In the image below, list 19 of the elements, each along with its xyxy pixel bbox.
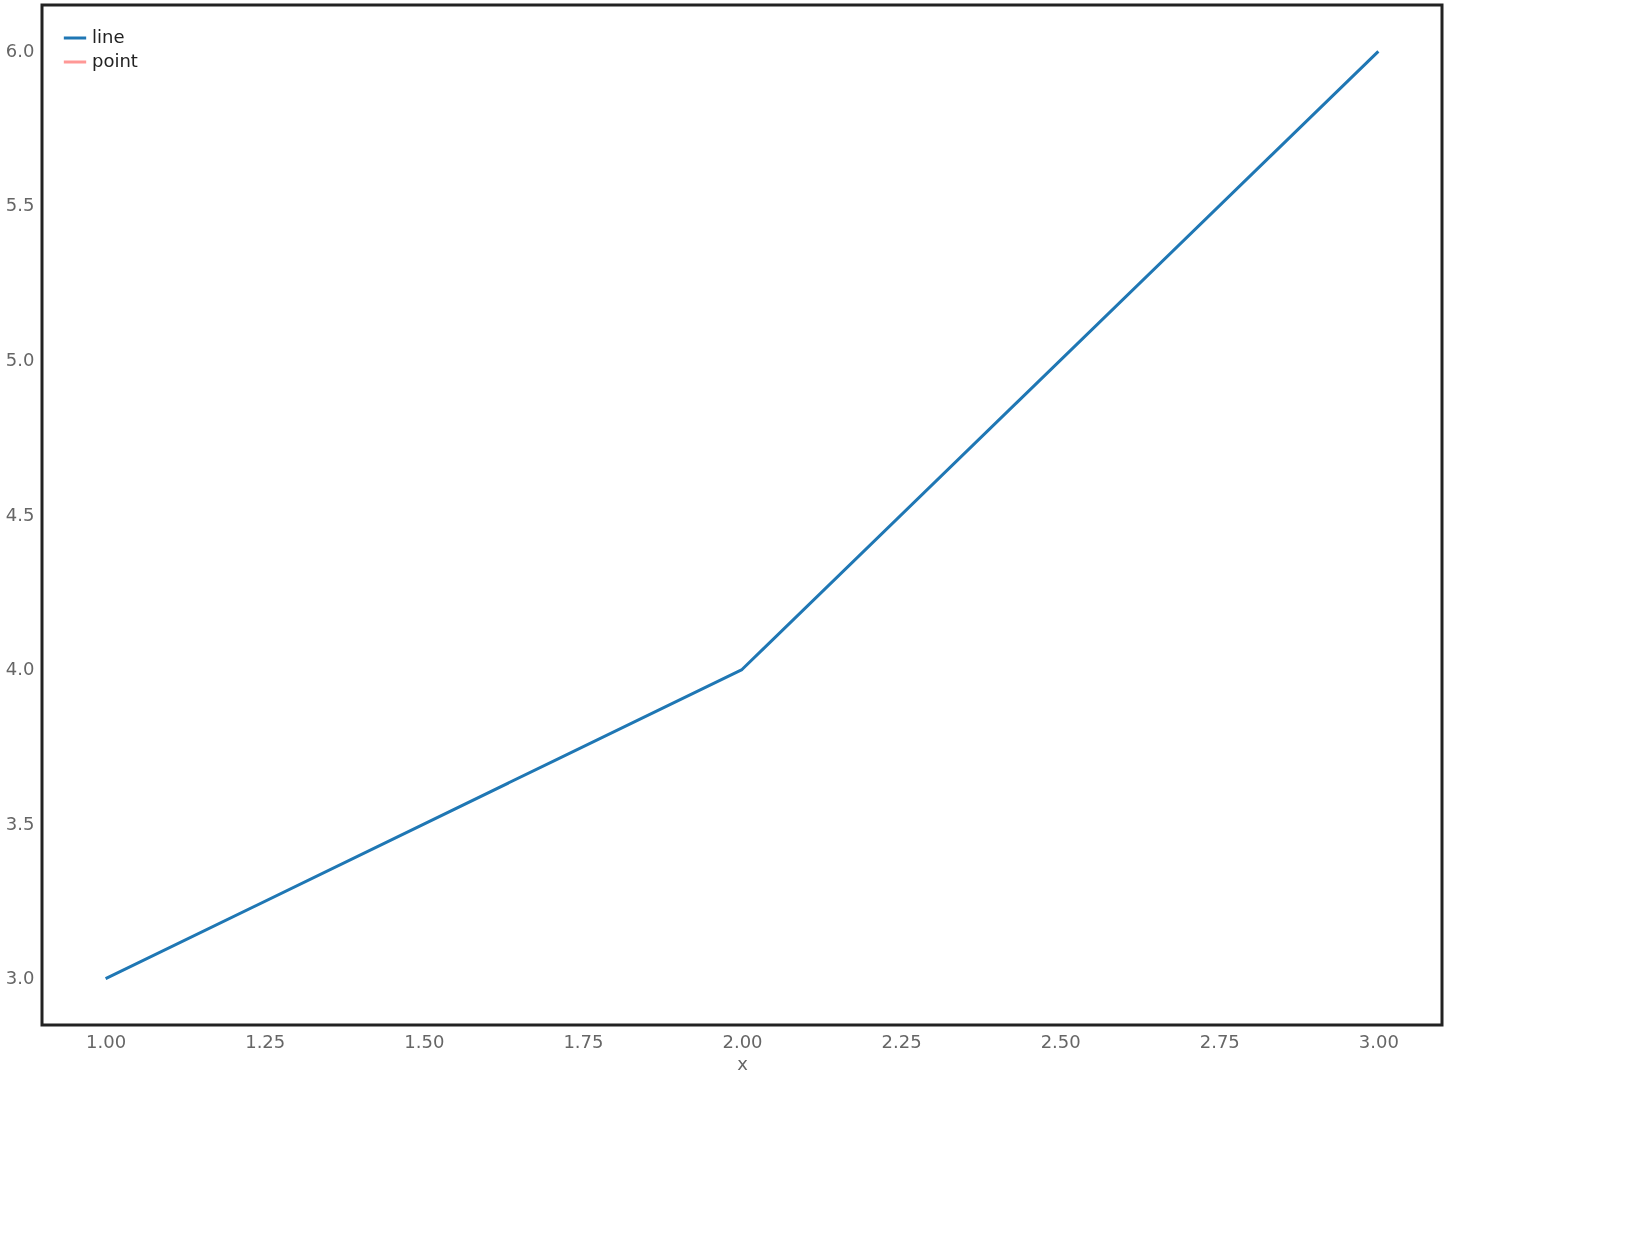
x-tick-label: 2.00	[722, 1030, 763, 1052]
x-tick-label: 2.50	[1040, 1030, 1081, 1052]
x-axis-title: x	[737, 1052, 749, 1074]
x-tick-label: 1.75	[563, 1030, 604, 1052]
x-tick-label: 2.25	[881, 1030, 922, 1052]
y-tick-label: 3.0	[5, 967, 35, 989]
y-tick-label: 5.0	[5, 348, 35, 370]
y-tick-label: 5.5	[5, 194, 35, 216]
x-tick-label: 1.25	[245, 1030, 286, 1052]
y-tick-label: 4.0	[5, 658, 35, 680]
y-tick-label: 3.5	[5, 812, 35, 834]
x-tick-label: 1.00	[86, 1030, 127, 1052]
legend-label: line	[92, 26, 125, 47]
x-tick-label: 1.50	[404, 1030, 445, 1052]
x-tick-label: 2.75	[1199, 1030, 1240, 1052]
y-tick-label: 6.0	[5, 39, 35, 61]
y-tick-label: 4.5	[5, 503, 35, 525]
legend-label: point	[92, 50, 138, 71]
x-tick-label: 3.00	[1358, 1030, 1399, 1052]
